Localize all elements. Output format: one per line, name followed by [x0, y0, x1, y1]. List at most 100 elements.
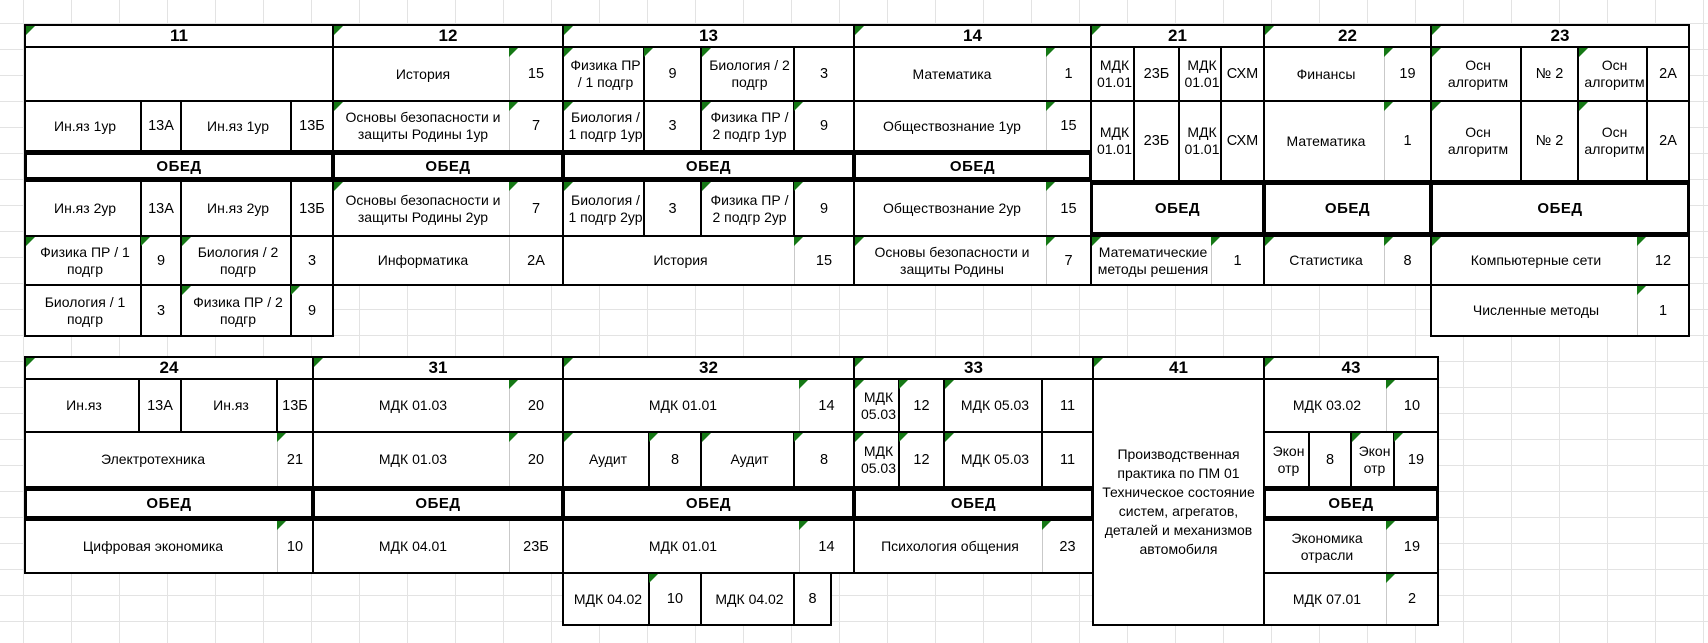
lesson-cell[interactable]: 23Б МДК 04.01 — [312, 519, 564, 574]
lesson-cell[interactable]: 8 Экон отр — [1263, 431, 1352, 488]
lunch-cell[interactable]: ОБЕД — [1090, 182, 1265, 235]
lesson-cell[interactable]: 8 Статистика — [1263, 235, 1432, 286]
group-header-33[interactable]: 33 — [853, 356, 1094, 380]
lesson-cell[interactable]: СХМ МДК 01.01 — [1178, 46, 1265, 102]
group-header-32[interactable]: 32 — [562, 356, 855, 380]
group-header-23[interactable]: 23 — [1430, 24, 1690, 48]
lesson-cell[interactable]: 23 Психология общения — [853, 519, 1094, 574]
lesson-cell[interactable]: 14 МДК 01.01 — [562, 519, 855, 574]
lunch-label: ОБЕД — [1154, 200, 1201, 217]
lesson-cell[interactable]: 9 Физика ПР / 2 подгр 2ур — [700, 180, 855, 237]
lesson-cell[interactable]: 12 Компьютерные сети — [1430, 235, 1690, 286]
subject-label: Осн алгоритм — [1447, 124, 1509, 157]
group-header-13[interactable]: 13 — [562, 24, 855, 48]
lesson-cell[interactable]: 11 МДК 05.03 — [943, 378, 1094, 433]
lesson-cell[interactable]: 21 Электротехника — [24, 431, 314, 488]
lunch-cell[interactable]: ОБЕД — [312, 488, 564, 519]
group-header-14[interactable]: 14 — [853, 24, 1092, 48]
group-header-41[interactable]: 41 — [1092, 356, 1265, 380]
lesson-cell[interactable]: № 2 Осн алгоритм — [1430, 46, 1579, 102]
lunch-cell[interactable]: ОБЕД — [562, 152, 855, 180]
lesson-cell[interactable]: 13А Ин.яз 1ур — [24, 100, 182, 152]
lunch-cell[interactable]: ОБЕД — [332, 152, 564, 180]
lesson-cell[interactable]: 15 История — [332, 46, 564, 102]
lesson-cell[interactable]: 8 МДК 04.02 — [700, 572, 832, 626]
lesson-cell[interactable]: 2А Осн алгоритм — [1577, 46, 1690, 102]
group-header-21[interactable]: 21 — [1090, 24, 1265, 48]
lesson-cell[interactable]: 14 МДК 01.01 — [562, 378, 855, 433]
lesson-cell[interactable]: 10 МДК 04.02 — [562, 572, 702, 626]
lesson-cell[interactable]: 20 МДК 01.03 — [312, 431, 564, 488]
lesson-cell[interactable]: 13Б Ин.яз — [180, 378, 314, 433]
lesson-cell[interactable]: № 2 Осн алгоритм — [1430, 100, 1579, 182]
lesson-cell[interactable]: 9 Физика ПР / 1 подгр — [24, 235, 182, 286]
lesson-cell[interactable]: 7 Основы безопасности и защиты Родины — [853, 235, 1092, 286]
lesson-cell[interactable]: 9 Физика ПР / 1 подгр — [562, 46, 702, 102]
lesson-cell[interactable]: 1 Численные методы — [1430, 284, 1690, 337]
lesson-cell[interactable]: 12 МДК 05.03 — [853, 431, 945, 488]
group-header-22[interactable]: 22 — [1263, 24, 1432, 48]
lesson-cell[interactable]: 3 Биология / 1 подгр — [24, 284, 182, 337]
lesson-cell[interactable]: 8 Аудит — [700, 431, 855, 488]
lunch-cell[interactable]: ОБЕД — [562, 488, 855, 519]
practice-cell[interactable]: Производственная практика по ПМ 01 Техни… — [1092, 378, 1265, 626]
lesson-cell[interactable]: 9 Физика ПР / 2 подгр — [180, 284, 334, 337]
lesson-cell[interactable]: 20 МДК 01.03 — [312, 378, 564, 433]
subject-cell: МДК 01.01 — [1092, 102, 1137, 180]
lunch-cell[interactable]: ОБЕД — [853, 488, 1094, 519]
lunch-cell[interactable]: ОБЕД — [1263, 182, 1432, 235]
lunch-cell[interactable]: ОБЕД — [1263, 488, 1439, 519]
lesson-cell[interactable]: 8 Аудит — [562, 431, 702, 488]
lesson-cell[interactable]: 3 Биология / 2 подгр — [180, 235, 334, 286]
lesson-cell[interactable]: 3 Биология / 2 подгр — [700, 46, 855, 102]
room-cell: 20 — [509, 433, 562, 486]
group-header-43[interactable]: 43 — [1263, 356, 1439, 380]
lunch-cell[interactable]: ОБЕД — [853, 152, 1092, 180]
lesson-cell[interactable]: 3 Биология / 1 подгр 2ур — [562, 180, 702, 237]
comment-marker-icon — [1265, 26, 1274, 35]
lesson-cell[interactable]: 19 Экономика отрасли — [1263, 519, 1439, 574]
group-header-12[interactable]: 12 — [332, 24, 564, 48]
blank-cell[interactable] — [24, 46, 334, 102]
lunch-cell[interactable]: ОБЕД — [24, 152, 334, 180]
lesson-cell[interactable]: 15 История — [562, 235, 855, 286]
lunch-cell[interactable]: ОБЕД — [1430, 182, 1690, 235]
lesson-cell[interactable]: 10 МДК 03.02 — [1263, 378, 1439, 433]
lesson-cell[interactable]: 13Б Ин.яз 1ур — [180, 100, 334, 152]
lesson-cell[interactable]: 13А Ин.яз — [24, 378, 182, 433]
lesson-cell[interactable]: 15 Обществознание 2ур — [853, 180, 1092, 237]
subject-label: Электротехника — [100, 451, 205, 468]
lesson-cell[interactable]: 15 Обществознание 1ур — [853, 100, 1092, 152]
lunch-cell[interactable]: ОБЕД — [24, 488, 314, 519]
lesson-cell[interactable]: 23Б МДК 01.01 — [1090, 46, 1180, 102]
lesson-cell[interactable]: 19 Финансы — [1263, 46, 1432, 102]
lesson-cell[interactable]: 23Б МДК 01.01 — [1090, 100, 1180, 182]
room-cell: 14 — [799, 380, 853, 431]
lesson-cell[interactable]: 13Б Ин.яз 2ур — [180, 180, 334, 237]
lesson-cell[interactable]: 13А Ин.яз 2ур — [24, 180, 182, 237]
group-header-24[interactable]: 24 — [24, 356, 314, 380]
comment-marker-icon — [1094, 358, 1103, 367]
lesson-cell[interactable]: 19 Экон отр — [1350, 431, 1439, 488]
group-number-label: 31 — [428, 358, 448, 377]
lesson-cell[interactable]: 9 Физика ПР / 2 подгр 1ур — [700, 100, 855, 152]
lesson-cell[interactable]: 2А Информатика — [332, 235, 564, 286]
lesson-cell[interactable]: 12 МДК 05.03 — [853, 378, 945, 433]
comment-marker-icon — [855, 358, 864, 367]
lesson-cell[interactable]: 3 Биология / 1 подгр 1ур — [562, 100, 702, 152]
lesson-cell[interactable]: 2 МДК 07.01 — [1263, 572, 1439, 626]
comment-marker-icon — [564, 48, 573, 57]
lesson-cell[interactable]: 1 Математика — [1263, 100, 1432, 182]
lesson-cell[interactable]: СХМ МДК 01.01 — [1178, 100, 1265, 182]
lesson-cell[interactable]: 7 Основы безопасности и защиты Родины 1ур — [332, 100, 564, 152]
lesson-cell[interactable]: 1 Математические методы решения — [1090, 235, 1265, 286]
lesson-cell[interactable]: 1 Математика — [853, 46, 1092, 102]
subject-label: Осн алгоритм — [1447, 57, 1509, 90]
lesson-cell[interactable]: 11 МДК 05.03 — [943, 431, 1094, 488]
lesson-cell[interactable]: 10 Цифровая экономика — [24, 519, 314, 574]
lesson-cell[interactable]: 2А Осн алгоритм — [1577, 100, 1690, 182]
lesson-cell[interactable]: 7 Основы безопасности и защиты Родины 2ур — [332, 180, 564, 237]
group-header-11[interactable]: 11 — [24, 24, 334, 48]
group-header-31[interactable]: 31 — [312, 356, 564, 380]
